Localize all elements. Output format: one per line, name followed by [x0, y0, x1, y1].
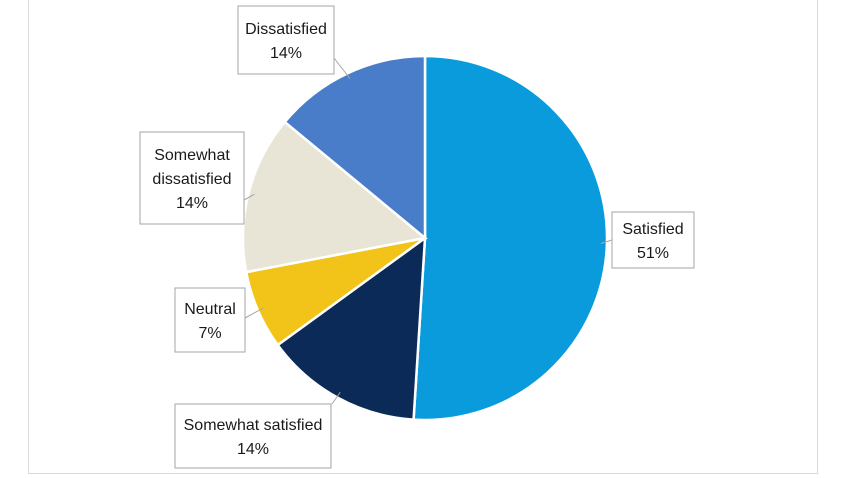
- pie-slice-somewhat-dissatisfied: [241, 120, 428, 274]
- leader-line-somewhat-satisfied: [331, 391, 341, 405]
- pie-callouts: Satisfied 51% Somewhat satisfied 14% Neutral…: [139, 5, 695, 469]
- data-label-category: Somewhat: [154, 147, 230, 164]
- data-label-value: 14%: [176, 195, 208, 212]
- pie-slice-satisfied: [412, 54, 609, 422]
- data-label-value: 51%: [637, 245, 669, 262]
- data-label-category: Dissatisfied: [245, 21, 327, 38]
- leader-line-somewhat-dissatisfied: [243, 193, 255, 201]
- data-label-category: Neutral: [184, 301, 236, 318]
- data-label-category: Somewhat satisfied: [184, 417, 323, 434]
- callout-box: [174, 403, 332, 469]
- pie-slice-dissatisfied: [283, 54, 427, 241]
- callout-box: [139, 131, 245, 225]
- data-label-value: 14%: [237, 441, 269, 458]
- data-label-value: 14%: [270, 45, 302, 62]
- data-label-category: Satisfied: [622, 221, 683, 238]
- data-label-category: dissatisfied: [152, 171, 231, 188]
- leader-line-neutral: [244, 307, 264, 319]
- callout-satisfied: Satisfied 51%: [611, 211, 695, 269]
- pie-slices: [241, 54, 609, 422]
- callout-neutral: Neutral 7%: [174, 287, 246, 353]
- leader-line-satisfied: [600, 239, 613, 245]
- callout-box: [611, 211, 695, 269]
- callout-somewhat-satisfied: Somewhat satisfied 14%: [174, 403, 332, 469]
- chart-frame: [28, 0, 818, 474]
- data-label-value: 7%: [198, 325, 221, 342]
- callout-dissatisfied: Dissatisfied 14%: [237, 5, 335, 75]
- pie-slice-somewhat-satisfied: [276, 235, 427, 421]
- callout-somewhat-dissatisfied: Somewhat dissatisfied 14%: [139, 131, 245, 225]
- leader-line-dissatisfied: [333, 57, 351, 80]
- callout-box: [174, 287, 246, 353]
- callout-box: [237, 5, 335, 75]
